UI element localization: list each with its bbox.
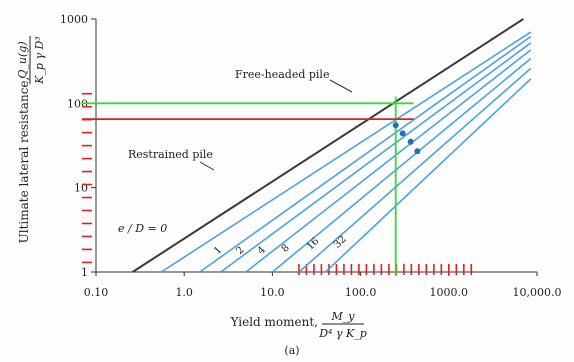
guide-lines <box>82 96 414 276</box>
y-fraction-denominator: K_p γ D³ <box>33 36 46 85</box>
series-markers <box>392 122 421 155</box>
y-tick-label: 10 <box>74 182 88 195</box>
restrained-pile-line <box>132 18 524 273</box>
x-fraction-numerator: M_y <box>331 310 356 323</box>
x-axis-label: Yield moment, <box>230 315 318 329</box>
series-label-eD-4: 4 <box>256 245 268 257</box>
free-headed-line-eD-2 <box>220 42 532 273</box>
series-label-eD-16: 16 <box>305 236 322 253</box>
y-axis-title: Ultimate lateral resistance, <box>17 77 31 244</box>
series-lines <box>132 18 532 273</box>
free-headed-line-eD-16 <box>298 67 532 273</box>
y-fraction-numerator: Q_u(g) <box>16 41 29 78</box>
x-tick-label: 1000.0 <box>430 286 469 299</box>
free-headed-line-eD-32 <box>324 78 532 273</box>
x-tick-label: 10,000.0 <box>513 286 562 299</box>
x-fraction-denominator: D⁴ γ K_p <box>318 327 367 340</box>
restrained-pointer <box>199 161 215 171</box>
free-headed-line-eD-4 <box>245 49 532 273</box>
figure-caption: (a) <box>284 344 299 357</box>
free-headed-pile-label: Free-headed pile <box>235 68 329 81</box>
y-tick-label: 1 <box>81 266 88 279</box>
series-label-eD-32: 32 <box>332 234 349 251</box>
restrained-pile-label: Restrained pile <box>128 148 213 161</box>
y-axis-fraction: Q_u(g) K_p γ D³ <box>16 36 46 85</box>
x-tick-label: 10.0 <box>260 286 285 299</box>
y-tick-label: 1000 <box>60 13 88 26</box>
y-axis-label: Ultimate lateral resistance, <box>17 77 31 244</box>
series-marker <box>414 148 421 155</box>
annotations: Free-headed pile Restrained pile e / D = 0… <box>118 68 353 257</box>
free-headed-pointer <box>329 79 353 93</box>
free-headed-line-eD-8 <box>271 57 532 273</box>
free-headed-line-eD-0 <box>160 31 532 273</box>
x-tick-label: 0.10 <box>84 286 109 299</box>
series-marker <box>392 122 399 129</box>
x-tick-label: 100.0 <box>345 286 377 299</box>
eD-label: e / D = 0 <box>118 222 167 235</box>
x-tick-label: 1.0 <box>175 286 193 299</box>
series-marker <box>399 130 406 137</box>
series-label-eD-8: 8 <box>280 242 292 254</box>
series-marker <box>407 138 414 145</box>
free-headed-line-eD-1 <box>199 35 532 273</box>
